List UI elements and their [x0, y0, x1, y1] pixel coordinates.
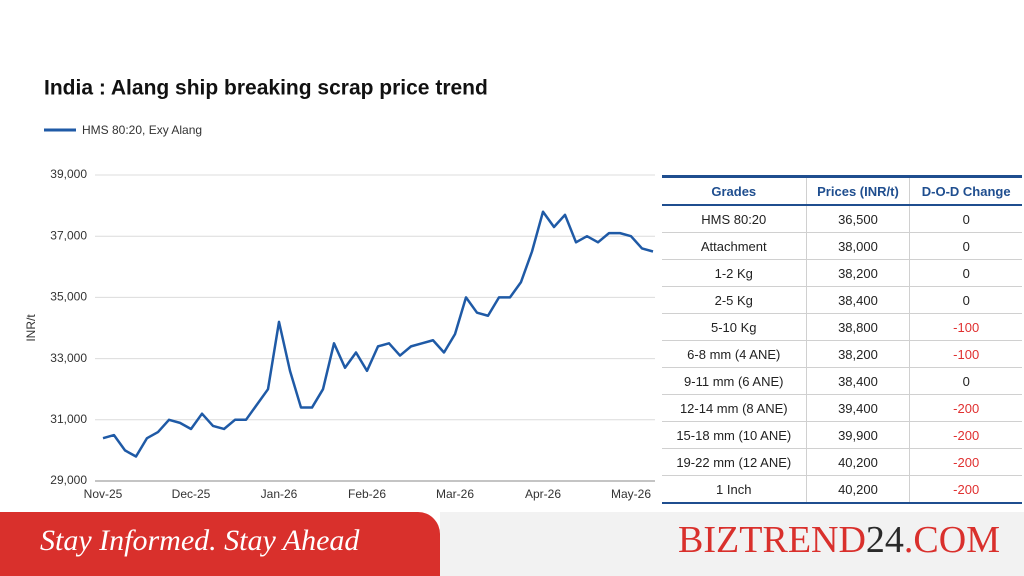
table-cell: Attachment: [662, 232, 807, 260]
y-tick-label: 33,000: [50, 351, 87, 365]
table-row: Attachment 38,000 0: [662, 232, 1022, 260]
table-cell: -200: [909, 475, 1022, 504]
table-cell: 40,200: [805, 448, 910, 476]
table-row: 9-11 mm (6 ANE) 38,400 0: [662, 367, 1022, 395]
x-tick-label: Mar-26: [436, 487, 474, 501]
chart: India : Alang ship breaking scrap price …: [24, 77, 655, 501]
table-cell: 0: [909, 259, 1022, 287]
tagline: Stay Informed. Stay Ahead: [40, 524, 360, 557]
y-tick-label: 35,000: [50, 290, 87, 304]
y-tick-label: 31,000: [50, 412, 87, 426]
table-row: 1-2 Kg 38,200 0: [662, 259, 1022, 287]
x-tick-label: Jan-26: [261, 487, 298, 501]
table-cell: 40,200: [805, 475, 910, 504]
table-row: HMS 80:20 36,500 0: [662, 205, 1022, 233]
table-cell: -200: [909, 421, 1022, 449]
table-row: 1 Inch 40,200 -200: [662, 475, 1022, 504]
table-cell: 38,800: [805, 313, 910, 341]
table-row: 19-22 mm (12 ANE) 40,200 -200: [662, 448, 1022, 476]
x-tick-label: Dec-25: [172, 487, 211, 501]
table-cell: 2-5 Kg: [662, 286, 807, 314]
table-cell: 38,000: [805, 232, 910, 260]
table-cell: 38,400: [805, 367, 910, 395]
y-tick-label: 29,000: [50, 473, 87, 487]
table-cell: 38,200: [805, 340, 910, 368]
table-cell: 0: [909, 367, 1022, 395]
x-tick-label: May-26: [611, 487, 651, 501]
brand-name: BIZTREND: [678, 519, 866, 561]
table-cell: 36,500: [805, 205, 910, 233]
table-cell: -100: [909, 313, 1022, 341]
series-line: [102, 210, 654, 458]
table-cell: 9-11 mm (6 ANE): [662, 367, 807, 395]
table-cell: 39,400: [805, 394, 910, 422]
header-cell: Prices (INR/t): [805, 175, 910, 206]
x-tick-label: Apr-26: [525, 487, 561, 501]
table-cell: 19-22 mm (12 ANE): [662, 448, 807, 476]
table-cell: HMS 80:20: [662, 205, 807, 233]
table-cell: 38,200: [805, 259, 910, 287]
table-cell: 1-2 Kg: [662, 259, 807, 287]
price-table: Grades Prices (INR/t) D-O-D Change HMS 80:2…: [662, 175, 1022, 504]
brand-number: 24: [865, 519, 904, 561]
table-row: 2-5 Kg 38,400 0: [662, 286, 1022, 314]
table-cell: 1 Inch: [662, 475, 807, 504]
table-cell: 15-18 mm (10 ANE): [662, 421, 807, 449]
table-cell: 6-8 mm (4 ANE): [662, 340, 807, 368]
y-axis-label: INR/t: [24, 314, 38, 342]
table-cell: 12-14 mm (8 ANE): [662, 394, 807, 422]
table-cell: 0: [909, 232, 1022, 260]
banner: Stay Informed. Stay Ahead: [0, 512, 440, 576]
table-cell: 38,400: [805, 286, 910, 314]
table-cell: 0: [909, 286, 1022, 314]
table-cell: 39,900: [805, 421, 910, 449]
chart-title: India : Alang ship breaking scrap price …: [44, 77, 488, 100]
legend-label: HMS 80:20, Exy Alang: [82, 123, 202, 137]
header-row: Grades Prices (INR/t) D-O-D Change: [662, 175, 1022, 206]
table-row: 15-18 mm (10 ANE) 39,900 -200: [662, 421, 1022, 449]
brand-suffix: .COM: [903, 519, 1000, 561]
brand: BIZTREND24.COM: [678, 518, 1000, 562]
table-cell: 0: [909, 205, 1022, 233]
table-cell: -100: [909, 340, 1022, 368]
table-row: 12-14 mm (8 ANE) 39,400 -200: [662, 394, 1022, 422]
header-cell: D-O-D Change: [909, 175, 1022, 206]
table-cell: 5-10 Kg: [662, 313, 807, 341]
table-row: 6-8 mm (4 ANE) 38,200 -100: [662, 340, 1022, 368]
y-tick-label: 39,000: [50, 167, 87, 181]
y-tick-label: 37,000: [50, 228, 87, 242]
table-row: 5-10 Kg 38,800 -100: [662, 313, 1022, 341]
header-cell: Grades: [662, 175, 807, 206]
x-tick-label: Nov-25: [84, 487, 123, 501]
table-cell: -200: [909, 394, 1022, 422]
table-cell: -200: [909, 448, 1022, 476]
x-tick-label: Feb-26: [348, 487, 386, 501]
footer-background: [440, 512, 1024, 576]
